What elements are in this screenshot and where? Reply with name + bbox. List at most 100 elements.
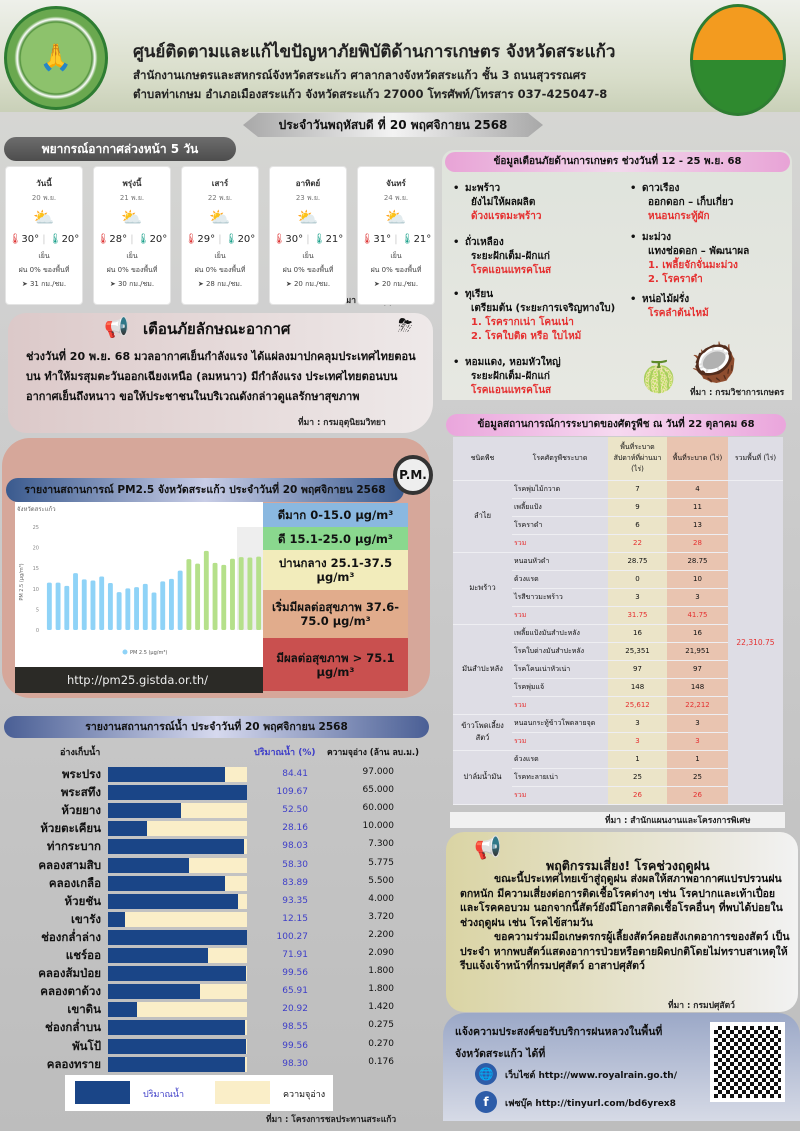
- pest-row: โรคทะลายเน่า 25 25: [453, 768, 783, 787]
- storm-cloud-icon: ⛈: [398, 315, 413, 336]
- rain-chance: ฝน 0% ของพื้นที่: [106, 266, 158, 274]
- chart-title: จังหวัดสระแก้ว: [17, 506, 56, 513]
- weather-card: วันนี้ 20 พ.ย. ⛅ 🌡30° | 🌡20° เย็น ฝน 0% ของพื…: [5, 166, 83, 305]
- pest-row: มันสำปะหลัง เพลี้ยแป้งมันสำปะหลัง 16 16: [453, 624, 783, 715]
- agri-warning-box: [442, 150, 792, 400]
- agri-warning-source: ที่มา : กรมวิชาการเกษตร: [690, 388, 785, 398]
- prev-total: 22: [608, 534, 667, 553]
- wind-speed: 30 กม./ชม.: [117, 280, 155, 288]
- water-percent: 52.50: [282, 805, 308, 816]
- curr-area: 16: [667, 624, 728, 643]
- wind: ➤ 20 กม./ชม.: [358, 279, 434, 290]
- report-date: ประจำวันพฤหัสบดี ที่ 20 พฤศจิกายน 2568: [243, 113, 543, 137]
- reservoir-capacity: 60.000: [362, 803, 395, 814]
- temperature: 🌡30° | 🌡21°: [270, 234, 346, 245]
- agri-warning-item: • ทุเรียน เตรียมต้น (ระยะการเจริญทางใบ) 1. …: [453, 288, 633, 344]
- facebook-link[interactable]: เฟซบุ๊ค http://tinyurl.com/bd6yrex8: [505, 1099, 676, 1109]
- curr-area: 3: [667, 588, 728, 607]
- pm25-url[interactable]: http://pm25.gistda.or.th/: [15, 667, 263, 693]
- crop-name: ทุเรียน: [465, 289, 494, 300]
- weather-section-title: พยากรณ์อากาศล่วงหน้า 5 วัน: [4, 137, 236, 161]
- temp-high: 30°: [21, 234, 40, 245]
- pest-row: ด้วงแรด 0 10: [453, 570, 783, 589]
- thermometer-hot-icon: 🌡: [8, 234, 22, 245]
- water-fill: [108, 821, 148, 837]
- livestock-source: ที่มา : กรมปศุสัตว์: [668, 1001, 735, 1011]
- risk-item: 1. เพลี้ยจักจั่นมะม่วง: [648, 260, 738, 271]
- condition: เย็น: [390, 252, 402, 260]
- water-fill: [108, 966, 247, 982]
- pest-row: ไรสีขาวมะพร้าว 3 3: [453, 588, 783, 607]
- agri-warning-item: • มะม่วง แทงช่อดอก – พัฒนาผล 1. เพลี้ยจักจั…: [630, 231, 800, 287]
- thermometer-cold-icon: 🌡: [312, 234, 326, 245]
- pest-header: ชนิดพืช: [453, 437, 512, 481]
- condition: เย็น: [302, 252, 314, 260]
- pest-header: พื้นที่ระบาด (ไร่): [667, 437, 728, 481]
- reservoir-name: ท่ากระบาก: [46, 839, 101, 854]
- y-tick: 25: [33, 525, 39, 531]
- divider: |: [215, 234, 225, 245]
- water-percent: 98.30: [282, 1058, 308, 1069]
- wind-speed: 31 กม./ชม.: [29, 280, 67, 288]
- pm-bar: [160, 581, 166, 630]
- thermometer-hot-icon: 🌡: [272, 234, 286, 245]
- date-label: 20 พ.ย.: [31, 194, 57, 202]
- crop-name: ดาวเรือง: [642, 183, 680, 194]
- crop-name: มะม่วง: [642, 232, 672, 243]
- pm-bar: [168, 578, 174, 630]
- water-section-title: รายงานสถานการณ์น้ำ ประจำวันที่ 20 พฤศจิก…: [4, 716, 429, 738]
- curr-area: 13: [667, 516, 728, 535]
- reservoir-capacity: 2.200: [368, 929, 394, 940]
- pm-level-1: ดี 15.1-25.0 µg/m³: [263, 527, 408, 550]
- reservoir-level-bar: [108, 875, 247, 891]
- livestock-paragraph-2: ขอความร่วมมือเกษตรกรผู้เลี้ยงสัตว์คอยสัง…: [460, 931, 790, 972]
- prev-total: 3: [608, 732, 667, 751]
- reservoir-capacity: 0.270: [368, 1038, 394, 1049]
- crop-name: มะพร้าว: [465, 183, 501, 194]
- coconut-durian-image: 🥥: [690, 340, 738, 384]
- temp-low: 20°: [237, 234, 256, 245]
- day-label: จันทร์: [386, 179, 406, 188]
- partly-cloudy-icon: ⛅: [209, 208, 231, 228]
- wind: ➤ 28 กม./ชม.: [182, 279, 258, 290]
- website-link[interactable]: เว็บไซต์ http://www.royalrain.go.th/: [505, 1071, 677, 1081]
- water-percent: 12.15: [282, 913, 308, 924]
- livestock-text: ขณะนี้ประเทศไทยเข้าสู่ฤดูฝน ส่งผลให้สภาพ…: [460, 872, 795, 974]
- pm-level-0: ดีมาก 0-15.0 µg/m³: [263, 503, 408, 527]
- crop-cell: ลำไย: [453, 480, 512, 553]
- reservoir-capacity: 10.000: [362, 821, 395, 832]
- thermometer-cold-icon: 🌡: [136, 234, 150, 245]
- pm-bar: [90, 580, 96, 630]
- curr-area: 28.75: [667, 552, 728, 571]
- pest-name: เพลี้ยแป้ง: [512, 498, 608, 517]
- partly-cloudy-icon: ⛅: [121, 208, 143, 228]
- reservoir-name: พระปรง: [61, 767, 101, 781]
- water-percent: 28.16: [282, 823, 308, 834]
- curr-total: 3: [667, 732, 728, 751]
- pm-bar: [177, 570, 183, 630]
- qr-code[interactable]: [710, 1022, 785, 1102]
- rain-chance: ฝน 0% ของพื้นที่: [370, 266, 422, 274]
- curr-total: 41.75: [667, 606, 728, 625]
- y-tick: 5: [36, 607, 39, 613]
- bullet: •: [453, 237, 460, 248]
- reservoir-name: ช่องกล่ำบน: [45, 1020, 101, 1035]
- pest-title: ข้อมูลสถานการณ์การระบาดของศัตรูพืช ณ วัน…: [446, 414, 786, 436]
- prev-area: 97: [608, 660, 667, 679]
- temperature: 🌡31° | 🌡21°: [358, 234, 434, 245]
- reservoir-capacity: 65.000: [362, 785, 395, 796]
- wind-direction-icon: ➤: [21, 280, 30, 288]
- water-percent: 71.91: [282, 950, 308, 960]
- y-axis-label: PM 2.5 (µg/m³): [19, 563, 25, 600]
- curr-area: 25: [667, 768, 728, 787]
- prev-total: 31.75: [608, 606, 667, 625]
- facebook-icon: f: [475, 1091, 497, 1113]
- wind-direction-icon: ➤: [109, 280, 118, 288]
- pest-name: โรคโคนเน่าหัวเน่า: [512, 660, 608, 679]
- prev-area: 16: [608, 624, 667, 643]
- pm-bar: [73, 573, 78, 630]
- pm-level-3: เริ่มมีผลต่อสุขภาพ 37.6-75.0 µg/m³: [263, 590, 408, 638]
- growth-stage: ยังไม่ให้ผลผลิต: [471, 197, 536, 208]
- thermometer-hot-icon: 🌡: [184, 234, 198, 245]
- pest-total-row: รวม 22 28: [453, 534, 783, 553]
